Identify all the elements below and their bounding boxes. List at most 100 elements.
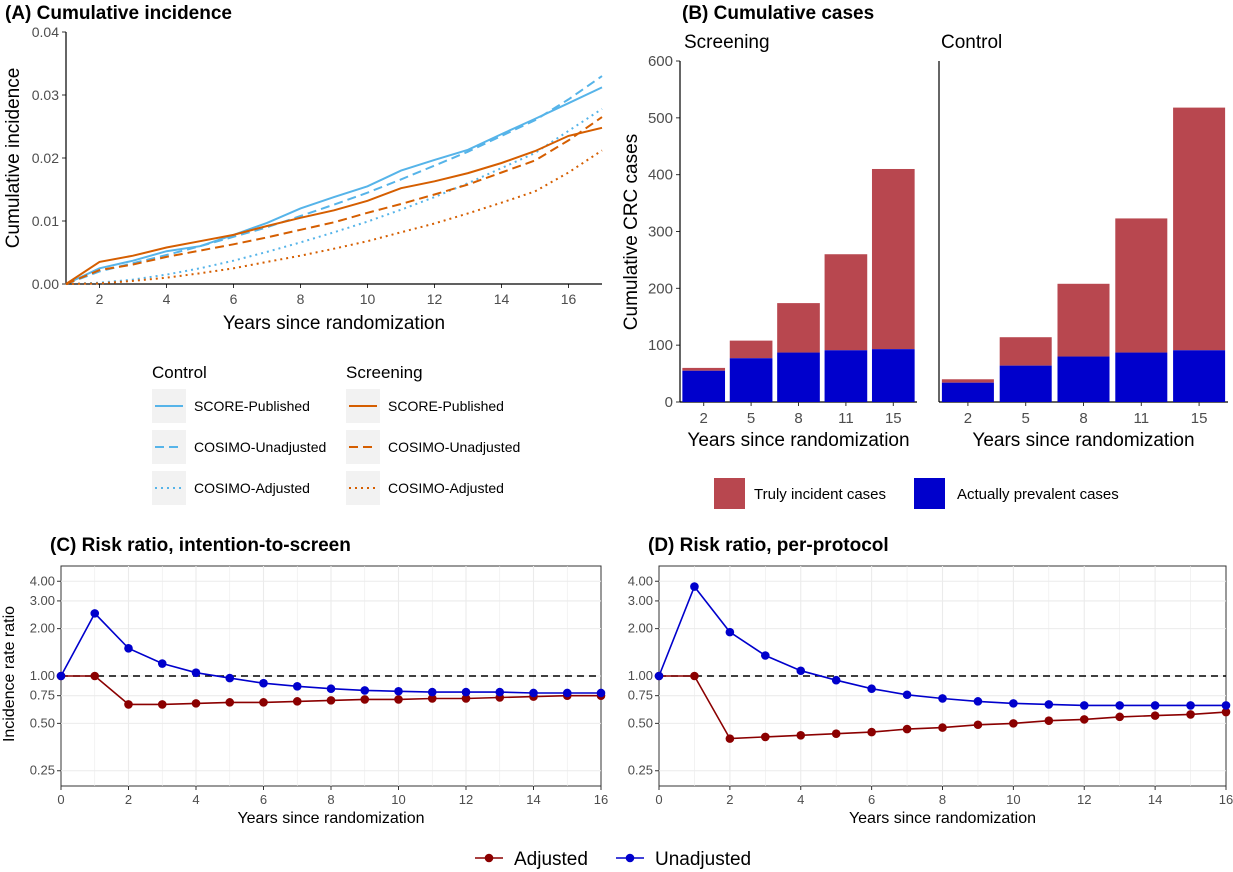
bar-prevalent: [1057, 356, 1110, 402]
series-point-unadjusted: [1044, 700, 1054, 709]
legend-label-unadjusted: Unadjusted: [655, 849, 751, 870]
series-point-unadjusted: [394, 686, 403, 696]
y-tick-label: 1.00: [30, 668, 55, 683]
bar-prevalent: [729, 358, 773, 402]
y-tick-label: 400: [648, 167, 673, 184]
series-point-adjusted: [831, 729, 841, 738]
series-point-unadjusted: [654, 671, 664, 681]
series-point-adjusted: [225, 698, 235, 707]
facet-label-screening: Screening: [684, 32, 770, 53]
series-point-unadjusted: [461, 687, 471, 697]
panel-b-title: (B) Cumulative cases: [682, 3, 874, 24]
y-tick-label: 2.00: [30, 621, 55, 636]
y-tick-label: 0.04: [32, 24, 59, 40]
panel-c-chart: 0.25 0.50 0.75 1.00 2.00 3.00 4.00 0 2 4 6 8 10 12 14 1…: [1, 565, 608, 827]
legend-screening-header: Screening: [346, 363, 423, 382]
bar-truly-incident: [1173, 107, 1226, 351]
series-line-screening-dashed: [65, 116, 603, 285]
series-point-adjusted: [461, 694, 471, 703]
panel-b-chart: 0 100 200 300 400 500 600 Cumulative CRC cases S…: [621, 32, 1228, 451]
series-point-adjusted: [973, 720, 983, 730]
x-tick-label: 0: [57, 792, 64, 807]
y-tick-label: 200: [648, 280, 673, 297]
series-point-unadjusted: [90, 609, 100, 618]
x-tick-label: 12: [1077, 792, 1091, 807]
series-point-unadjusted: [1079, 701, 1089, 710]
x-tick-label: 2: [125, 792, 132, 807]
x-tick-label: 8: [327, 792, 334, 807]
x-tick-label: 8: [939, 792, 946, 807]
y-axis-title: Cumulative incidence: [3, 68, 24, 249]
y-tick-label: 0.01: [32, 213, 59, 229]
series-point-adjusted: [157, 700, 167, 709]
x-tick-label: 10: [391, 792, 405, 807]
y-tick-label: 0.50: [628, 715, 653, 730]
series-point-adjusted: [124, 700, 133, 709]
series-point-unadjusted: [867, 684, 876, 694]
series-point-unadjusted: [191, 668, 201, 677]
x-tick-label: 5: [1022, 410, 1030, 427]
series-point-adjusted: [1221, 707, 1231, 717]
y-tick-label: 0.03: [32, 87, 59, 103]
x-tick-label: 8: [297, 291, 305, 307]
series-line-control-solid: [65, 86, 603, 285]
series-point-unadjusted: [690, 582, 699, 591]
series-point-unadjusted: [157, 659, 167, 668]
y-tick-label: 0.75: [30, 688, 55, 703]
facet-label-control: Control: [941, 32, 1002, 53]
legend-item-label: COSIMO-Adjusted: [194, 480, 310, 496]
y-tick-label: 0.50: [30, 715, 55, 730]
series-point-unadjusted: [596, 688, 606, 698]
series-point-adjusted: [90, 671, 100, 681]
panel-b-legend: Truly incident cases Actually prevalent c…: [714, 478, 1119, 509]
series-point-adjusted: [796, 730, 806, 740]
bar-prevalent: [871, 349, 915, 402]
bar-prevalent: [1115, 352, 1168, 402]
bar-truly-incident: [941, 379, 994, 383]
x-tick-label: 0: [655, 792, 662, 807]
bar-truly-incident: [1115, 218, 1168, 353]
x-tick-label: 6: [260, 792, 267, 807]
y-tick-label: 4.00: [30, 573, 55, 588]
y-tick-label: 300: [648, 224, 673, 241]
x-axis-title: Years since randomization: [972, 430, 1194, 451]
x-tick-label: 4: [163, 291, 171, 307]
series-point-unadjusted: [761, 651, 770, 660]
series-point-unadjusted: [796, 666, 806, 676]
x-tick-label: 6: [868, 792, 875, 807]
series-point-adjusted: [326, 696, 336, 705]
y-tick-label: 100: [648, 337, 673, 354]
series-point-unadjusted: [427, 687, 437, 697]
series-point-unadjusted: [831, 675, 841, 685]
y-tick-label: 500: [648, 110, 673, 127]
bar-truly-incident: [824, 254, 868, 351]
x-tick-label: 11: [838, 410, 854, 427]
series-point-unadjusted: [1009, 699, 1018, 708]
legend-item-label: COSIMO-Unadjusted: [388, 439, 520, 455]
legend-item-label: COSIMO-Unadjusted: [194, 439, 326, 455]
x-axis-title: Years since randomization: [687, 430, 909, 451]
x-tick-label: 14: [1148, 792, 1162, 807]
series-point-unadjusted: [973, 697, 983, 706]
bar-truly-incident: [777, 303, 820, 353]
series-point-unadjusted: [292, 682, 302, 691]
series-point-adjusted: [394, 695, 403, 704]
y-tick-label: 3.00: [30, 593, 55, 608]
series-point-adjusted: [725, 734, 735, 743]
bar-truly-incident: [999, 337, 1052, 366]
x-tick-label: 14: [526, 792, 540, 807]
bar-prevalent: [999, 365, 1052, 402]
x-tick-label: 16: [1219, 792, 1233, 807]
x-tick-label: 2: [700, 410, 708, 427]
x-tick-label: 16: [594, 792, 608, 807]
series-point-unadjusted: [124, 643, 133, 653]
series-point-adjusted: [938, 723, 947, 732]
x-tick-label: 14: [494, 291, 510, 307]
series-point-unadjusted: [259, 678, 268, 688]
series-point-adjusted: [761, 732, 770, 742]
series-point-adjusted: [867, 727, 876, 737]
y-tick-label: 3.00: [628, 593, 653, 608]
panel-d-title: (D) Risk ratio, per-protocol: [648, 535, 889, 556]
legend-key-unadjusted-point: [625, 853, 635, 863]
legend-label-prevalent: Actually prevalent cases: [957, 486, 1119, 503]
